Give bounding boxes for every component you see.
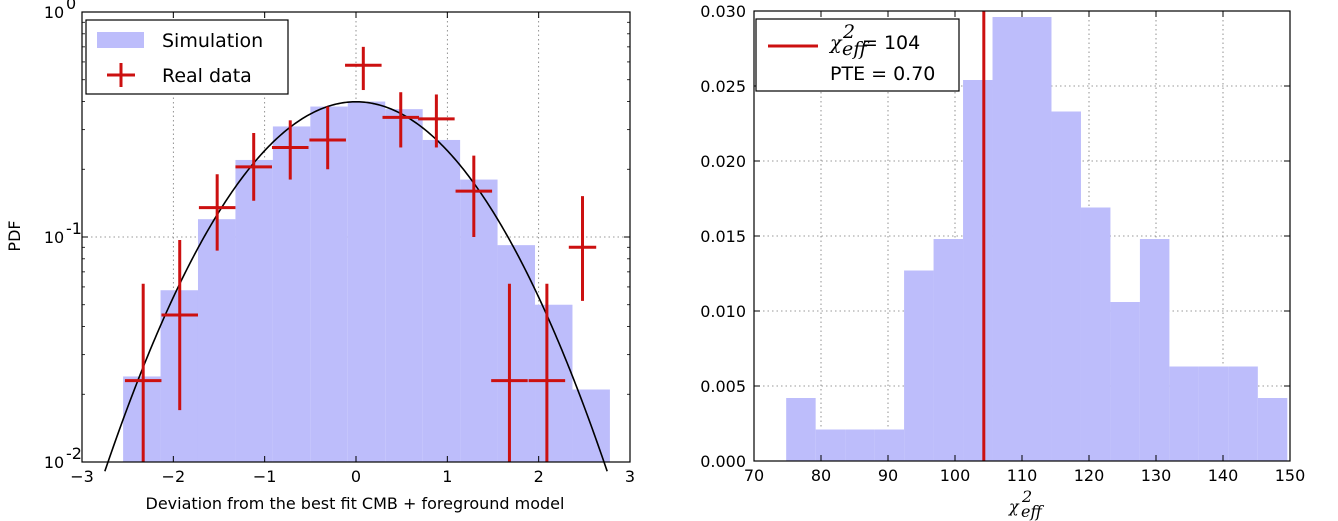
histogram-bar <box>272 126 311 463</box>
histogram-bar <box>904 270 934 461</box>
left-model-curve-group <box>104 100 608 472</box>
right-legend: χ 2 eff = 104 PTE = 0.70 <box>755 18 960 92</box>
y-tick-label: 0.020 <box>700 152 746 171</box>
data-point <box>455 155 493 237</box>
left-data-points <box>124 46 597 462</box>
xlabel-sup: 2 <box>1021 487 1032 506</box>
x-tick-label: 1 <box>442 467 452 486</box>
legend-chi-value: = 104 <box>862 32 920 54</box>
histogram-bar <box>1198 366 1229 461</box>
histogram-bar <box>535 304 573 462</box>
right-y-axis: 0.000 0.005 0.010 0.015 0.020 0.025 0.030 <box>700 2 1290 471</box>
data-point <box>491 283 528 462</box>
legend-swatch-simulation <box>97 32 144 48</box>
x-tick-label: 140 <box>1208 466 1239 485</box>
y-tick-label: 10 <box>44 453 64 472</box>
left-x-axis-title: Deviation from the best fit CMB + foregr… <box>146 494 565 513</box>
x-tick-label: 2 <box>534 467 544 486</box>
right-x-axis: 70 80 90 100 110 120 130 140 150 <box>744 11 1305 485</box>
data-point <box>382 92 420 148</box>
model-curve <box>104 100 608 472</box>
x-tick-label: 0 <box>351 467 361 486</box>
y-tick-label: 10 <box>44 228 64 247</box>
left-legend: Simulation Real data <box>85 19 289 95</box>
histogram-bar <box>815 429 846 461</box>
x-tick-label: 120 <box>1074 466 1105 485</box>
histogram-bar <box>1139 239 1170 461</box>
y-tick-exponent: 0 <box>66 0 76 13</box>
histogram-bar <box>1228 366 1258 461</box>
x-tick-label: 100 <box>940 466 971 485</box>
xlabel-sub: eff <box>1021 502 1044 521</box>
y-tick-label: 0.030 <box>700 2 746 21</box>
data-point <box>124 283 162 462</box>
x-tick-label: 90 <box>878 466 898 485</box>
x-tick-label: 150 <box>1275 466 1306 485</box>
histogram-bar <box>933 239 964 461</box>
right-legend-box <box>755 18 960 92</box>
xlabel-base: χ <box>1008 497 1020 516</box>
legend-label-simulation: Simulation <box>162 30 263 52</box>
histogram-bar <box>1051 111 1081 461</box>
y-tick-label: 0.010 <box>700 302 746 321</box>
histogram-bar <box>786 398 816 461</box>
legend-pte: PTE = 0.70 <box>830 63 935 85</box>
histogram-bar <box>1257 398 1288 461</box>
histogram-bar <box>235 159 273 462</box>
data-point <box>309 106 346 170</box>
histogram-bar <box>497 245 536 462</box>
left-y-axis-title: PDF <box>5 220 24 251</box>
legend-chi-base: χ <box>828 32 843 54</box>
y-tick-exponent: -1 <box>66 219 82 238</box>
data-point <box>418 94 455 148</box>
y-tick-label: 0.000 <box>700 452 746 471</box>
y-tick-label: 0.015 <box>700 227 746 246</box>
data-point <box>271 120 309 180</box>
data-point <box>568 196 597 301</box>
histogram-bar <box>197 219 236 462</box>
right-x-axis-title: χ 2 eff <box>1008 487 1044 521</box>
histogram-bar <box>347 101 386 462</box>
legend-chi-sup: 2 <box>842 21 855 43</box>
histogram-bar <box>963 80 993 461</box>
x-tick-label: −3 <box>70 467 94 486</box>
x-tick-label: 80 <box>811 466 831 485</box>
histogram-bar <box>992 17 1022 461</box>
y-tick-label: 0.025 <box>700 77 746 96</box>
histogram-bar <box>874 429 905 461</box>
y-tick-label: 0.005 <box>700 377 746 396</box>
histogram-bar <box>1110 302 1140 461</box>
y-tick-label: 10 <box>44 3 64 22</box>
histogram-bar <box>422 139 461 462</box>
histogram-bar <box>460 179 498 462</box>
legend-chi-sub: eff <box>842 38 870 60</box>
data-point <box>161 239 198 411</box>
histogram-bar <box>1169 366 1199 461</box>
right-chart: 70 80 90 100 110 120 130 140 150 0.000 0.005 0.010… <box>700 2 1305 521</box>
x-tick-label: −2 <box>162 467 186 486</box>
left-histogram <box>123 101 610 463</box>
data-point <box>345 46 382 91</box>
x-tick-label: 130 <box>1141 466 1172 485</box>
data-point <box>235 132 272 201</box>
data-point <box>528 283 566 462</box>
histogram-bar <box>845 429 875 461</box>
right-histogram <box>786 17 1288 461</box>
x-tick-label: −1 <box>253 467 277 486</box>
x-tick-label: 70 <box>744 466 764 485</box>
histogram-bar <box>385 109 423 463</box>
x-tick-label: 110 <box>1007 466 1038 485</box>
data-point <box>198 174 236 251</box>
legend-label-realdata: Real data <box>162 65 252 87</box>
x-tick-label: 3 <box>625 467 635 486</box>
left-x-axis: −3 −2 −1 0 1 2 3 <box>70 12 635 486</box>
histogram-bar <box>1022 17 1052 461</box>
y-tick-exponent: -2 <box>66 444 82 463</box>
histogram-bar <box>1080 207 1111 461</box>
